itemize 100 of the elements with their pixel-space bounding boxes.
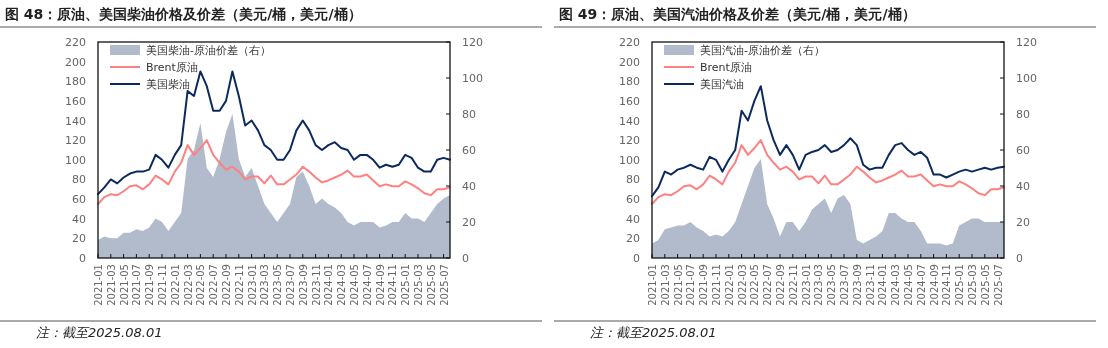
x-tick-label: 2022-05 [195, 264, 207, 306]
y2-tick-label: 20 [462, 216, 476, 229]
x-tick-label: 2022-05 [749, 264, 761, 306]
y2-tick-label: 40 [1016, 180, 1030, 193]
y-tick-label: 200 [65, 55, 86, 69]
legend-label: Brent原油 [146, 61, 198, 74]
y-tick-label: 0 [633, 252, 640, 265]
y-tick-label: 20 [626, 232, 640, 246]
y-tick-label: 180 [65, 75, 86, 89]
x-tick-label: 2021-07 [685, 264, 697, 306]
x-tick-label: 2025-07 [438, 264, 450, 306]
y2-tick-label: 100 [462, 72, 483, 85]
x-tick-label: 2025-07 [992, 264, 1004, 306]
y-tick-label: 0 [79, 252, 86, 265]
x-tick-label: 2023-07 [285, 264, 296, 306]
x-tick-label: 2022-11 [787, 264, 799, 306]
y-tick-label: 140 [65, 114, 86, 128]
x-tick-label: 2022-03 [736, 264, 748, 306]
x-tick-label: 2024-03 [890, 264, 902, 306]
x-tick-label: 2021-09 [698, 264, 710, 306]
y-tick-label: 120 [619, 134, 640, 148]
x-tick-label: 2023-11 [310, 264, 322, 306]
x-tick-label: 2024-05 [903, 264, 914, 306]
x-tick-label: 2022-07 [208, 264, 220, 306]
y2-tick-label: 60 [1016, 144, 1030, 157]
y-tick-label: 140 [619, 114, 640, 128]
y2-tick-label: 100 [1016, 72, 1037, 85]
x-tick-label: 2021-03 [659, 264, 671, 306]
y-tick-label: 120 [65, 134, 86, 148]
x-tick-label: 2025-05 [425, 264, 437, 306]
x-tick-label: 2023-03 [813, 264, 825, 306]
x-tick-label: 2024-07 [361, 264, 373, 306]
y-tick-label: 220 [619, 36, 640, 49]
chart-title: 图 48：原油、美国柴油价格及价差（美元/桶，美元/桶） [5, 6, 362, 22]
x-tick-label: 2024-07 [915, 264, 927, 306]
x-tick-label: 2023-11 [864, 264, 876, 306]
x-tick-label: 2023-01 [800, 264, 812, 306]
x-tick-label: 2024-03 [336, 264, 348, 306]
x-tick-label: 2024-01 [877, 264, 889, 306]
x-tick-label: 2021-01 [647, 264, 658, 306]
y2-tick-label: 80 [462, 108, 476, 121]
y-tick-label: 40 [626, 212, 640, 226]
x-tick-label: 2021-05 [672, 264, 684, 306]
y-tick-label: 100 [65, 153, 86, 167]
legend-label: 美国柴油-原油价差（右） [146, 44, 271, 57]
x-tick-label: 2022-03 [182, 264, 194, 306]
x-tick-label: 2021-03 [105, 264, 117, 306]
y2-tick-label: 0 [462, 252, 469, 265]
x-tick-label: 2021-05 [118, 264, 130, 306]
y2-tick-label: 60 [462, 144, 476, 157]
x-tick-label: 2023-05 [826, 264, 838, 306]
legend-label: Brent原油 [700, 61, 752, 74]
x-tick-label: 2022-09 [221, 264, 232, 306]
y-tick-label: 60 [626, 193, 640, 207]
y2-tick-label: 120 [462, 36, 483, 49]
x-tick-label: 2021-09 [144, 264, 156, 306]
y2-tick-label: 120 [1016, 36, 1037, 49]
y-tick-label: 60 [72, 193, 86, 207]
x-tick-label: 2024-01 [323, 264, 335, 306]
x-tick-label: 2022-09 [775, 264, 786, 306]
x-tick-label: 2025-03 [413, 264, 424, 306]
x-tick-label: 2025-01 [954, 264, 966, 306]
x-tick-label: 2022-01 [169, 264, 181, 306]
y-tick-label: 100 [619, 153, 640, 167]
line-series [97, 139, 451, 205]
x-tick-label: 2021-11 [711, 264, 722, 306]
legend-label: 美国柴油 [146, 78, 190, 91]
x-tick-label: 2023-09 [851, 264, 863, 306]
x-tick-label: 2021-07 [131, 264, 143, 306]
x-tick-label: 2023-05 [272, 264, 284, 306]
x-tick-label: 2025-05 [979, 264, 991, 306]
text: 注：截至2025.08.01 [36, 325, 163, 340]
x-tick-label: 2025-01 [400, 264, 412, 306]
x-tick-label: 2024-11 [387, 264, 399, 306]
x-tick-label: 2022-01 [723, 264, 735, 306]
x-tick-label: 2023-03 [259, 264, 271, 306]
x-tick-label: 2023-01 [246, 264, 258, 306]
legend-label: 美国汽油 [700, 78, 744, 91]
x-tick-label: 2021-11 [157, 264, 168, 306]
y-tick-label: 20 [72, 232, 86, 246]
x-tick-label: 2024-11 [941, 264, 953, 306]
x-tick-label: 2023-09 [297, 264, 309, 306]
y-tick-label: 180 [619, 75, 640, 89]
y-tick-label: 80 [72, 173, 86, 187]
x-tick-label: 2022-11 [233, 264, 245, 306]
chart-title: 图 49：原油、美国汽油价格及价差（美元/桶，美元/桶） [559, 6, 916, 22]
y-tick-label: 80 [626, 173, 640, 187]
x-tick-label: 2022-07 [762, 264, 774, 306]
y-tick-label: 160 [65, 94, 86, 108]
y2-tick-label: 80 [1016, 108, 1030, 121]
y-tick-label: 40 [72, 212, 86, 226]
y-tick-label: 200 [619, 55, 640, 69]
y-tick-label: 160 [619, 94, 640, 108]
x-tick-label: 2023-07 [839, 264, 850, 306]
x-tick-label: 2024-09 [928, 264, 940, 306]
y2-tick-label: 20 [1016, 216, 1030, 229]
y2-tick-label: 40 [462, 180, 476, 193]
line-series [651, 139, 1005, 205]
x-tick-label: 2025-03 [967, 264, 978, 306]
legend-label: 美国汽油-原油价差（右） [700, 44, 825, 57]
